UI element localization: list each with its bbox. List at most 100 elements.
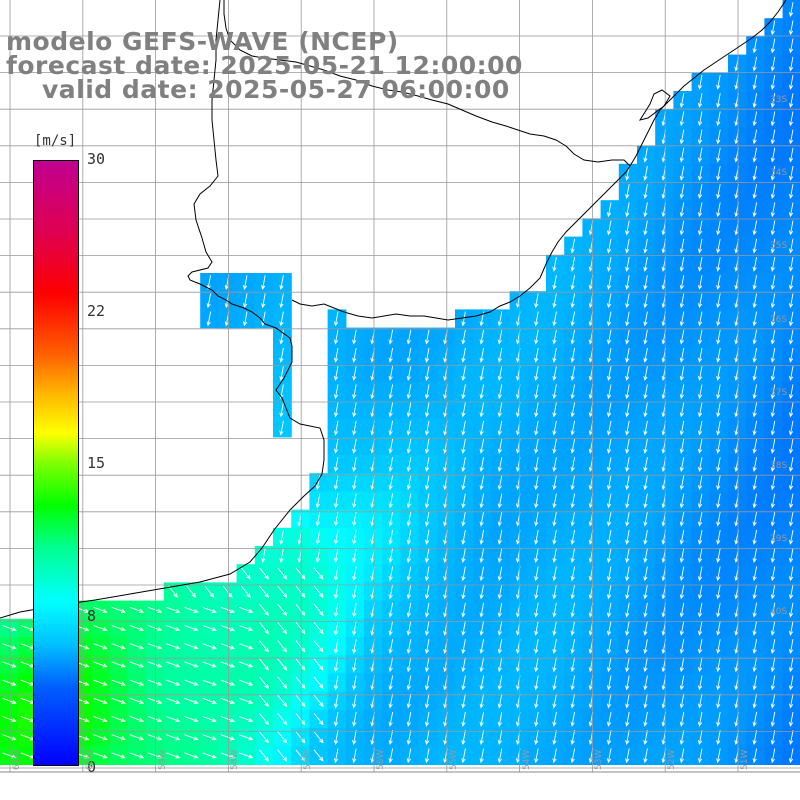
wind-arrow (552, 529, 557, 545)
wind-arrow (388, 457, 394, 473)
wind-arrow (570, 293, 576, 309)
wind-arrow (625, 511, 630, 527)
wind-arrow (679, 220, 685, 236)
wind-arrow (479, 420, 485, 436)
wind-arrow (606, 748, 612, 764)
wind-arrow (497, 548, 503, 564)
wind-arrow (259, 731, 269, 744)
wind-arrow (570, 675, 576, 691)
wind-arrow (333, 657, 339, 673)
wind-arrow (752, 129, 758, 145)
wind-arrow (406, 566, 412, 582)
wind-arrow (606, 711, 612, 727)
wind-arrow (313, 658, 324, 671)
wind-arrow (697, 675, 703, 691)
wind-arrow (716, 311, 721, 327)
wind-arrow (552, 620, 557, 636)
wind-arrow (716, 620, 721, 636)
wind-arrow (388, 693, 394, 709)
wind-arrow (770, 584, 776, 600)
wind-arrow (716, 748, 721, 764)
wind-arrow (479, 748, 485, 764)
wind-arrow (313, 585, 324, 598)
wind-arrow (788, 74, 794, 90)
wind-arrow (424, 602, 430, 618)
wind-arrow (679, 657, 685, 673)
wind-arrow (788, 602, 794, 618)
wind-arrow (352, 475, 357, 491)
longitude-label: 52W (667, 749, 678, 770)
wind-arrow (240, 567, 251, 580)
wind-arrow (534, 384, 539, 400)
wind-arrow (388, 748, 394, 764)
wind-arrow (697, 384, 703, 400)
wind-arrow (625, 566, 630, 582)
wind-arrow (697, 602, 703, 618)
graticule (0, 0, 800, 773)
wind-arrow (752, 548, 758, 564)
wind-arrow (461, 511, 466, 527)
wind-arrow (461, 566, 466, 582)
wind-arrow (147, 734, 163, 741)
wind-arrow (697, 548, 703, 564)
wind-arrow (752, 438, 758, 454)
wind-arrow (461, 657, 466, 673)
wind-arrow (388, 620, 394, 636)
wind-arrow (479, 675, 485, 691)
wind-arrow (552, 420, 557, 436)
wind-arrow (570, 238, 576, 254)
wind-arrow (295, 676, 306, 689)
wind-arrow (238, 697, 254, 704)
wind-arrow (238, 643, 254, 650)
wind-arrow (716, 184, 721, 200)
wind-arrow (406, 693, 412, 709)
wind-arrow (606, 730, 612, 746)
wind-arrow (406, 366, 412, 382)
wind-arrow (238, 606, 254, 613)
wind-arrow (534, 329, 539, 345)
wind-arrow (129, 697, 145, 704)
colorbar (33, 160, 79, 766)
wind-arrow (770, 511, 776, 527)
wind-arrow (643, 329, 648, 345)
wind-arrow (625, 402, 630, 418)
wind-arrow (534, 584, 539, 600)
wind-arrow (461, 347, 466, 363)
wind-arrow (679, 402, 685, 418)
wind-arrow (552, 511, 557, 527)
wind-arrow (279, 402, 284, 418)
wind-arrow (679, 529, 685, 545)
wind-arrow (206, 311, 212, 327)
wind-arrow (184, 643, 199, 650)
wind-arrow (552, 730, 557, 746)
wind-arrow (424, 475, 430, 491)
wind-arrow (534, 347, 539, 363)
wind-arrow (313, 567, 324, 580)
wind-arrow (277, 676, 288, 689)
wind-arrow (752, 675, 758, 691)
wind-arrow (388, 420, 394, 436)
colorbar-tick-0: 0 (87, 758, 97, 776)
wind-arrow (184, 716, 199, 723)
wind-arrow (479, 366, 485, 382)
wind-arrow (461, 438, 466, 454)
wind-arrow (552, 584, 557, 600)
wind-arrow (479, 602, 485, 618)
wind-arrow (534, 657, 539, 673)
wind-arrow (643, 711, 648, 727)
wind-arrow (716, 93, 721, 109)
coastline-path (629, 0, 787, 167)
wind-arrow (570, 493, 576, 509)
wind-arrow (220, 643, 236, 650)
wind-arrow (679, 275, 685, 291)
wind-arrow (625, 620, 630, 636)
wind-arrow (461, 602, 466, 618)
wind-arrow (697, 584, 703, 600)
wind-arrow (697, 693, 703, 709)
wind-arrow (93, 716, 108, 723)
wind-arrow (788, 493, 794, 509)
wind-arrow (424, 548, 430, 564)
wind-arrow (606, 220, 612, 236)
wind-arrow (388, 602, 394, 618)
wind-arrow (497, 493, 503, 509)
